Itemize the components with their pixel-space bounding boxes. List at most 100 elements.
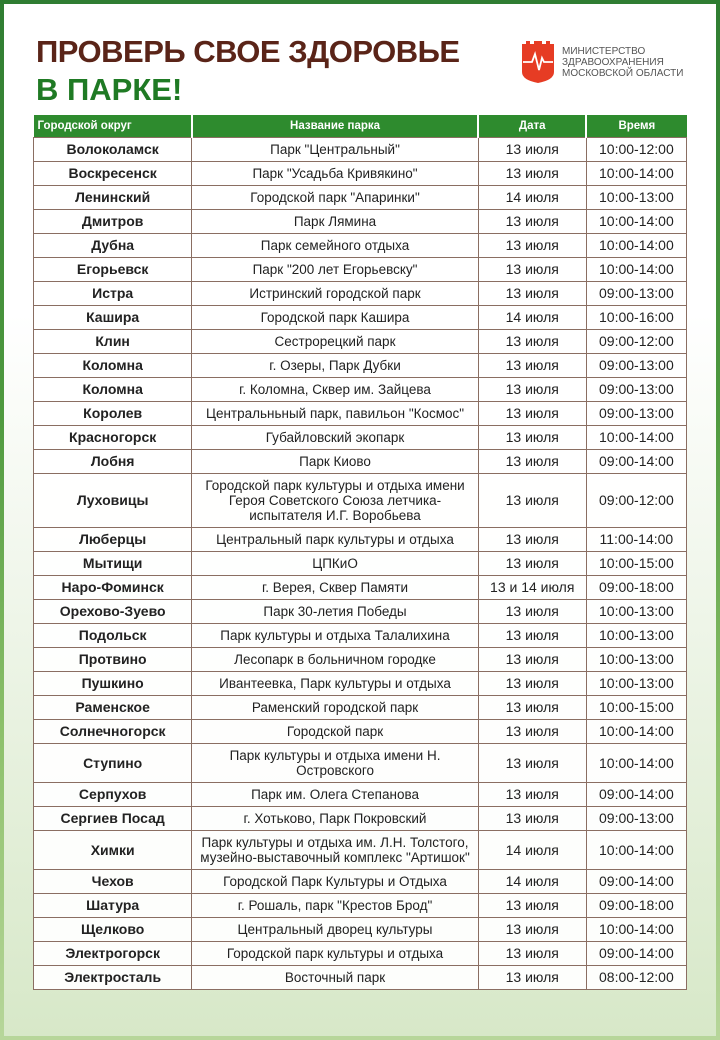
table-row: Коломна г. Озеры, Парк Дубки 13 июля 09:00-… xyxy=(32,353,688,378)
date-cell: 13 июля xyxy=(477,449,587,474)
time-cell: 09:00-13:00 xyxy=(585,806,688,831)
district-cell: Волоколамск xyxy=(32,137,193,162)
date-cell: 13 июля xyxy=(477,527,587,552)
table-row: Клин Сестрорецкий парк 13 июля 09:00-12:00 xyxy=(32,329,688,354)
table-row: Щелково Центральный дворец культуры 13 июл… xyxy=(32,917,688,942)
district-cell: Коломна xyxy=(32,353,193,378)
table-row: Подольск Парк культуры и отдыха Талалихин… xyxy=(32,623,688,648)
district-cell: Дмитров xyxy=(32,209,193,234)
district-cell: Королев xyxy=(32,401,193,426)
header-date: Дата xyxy=(478,115,588,138)
district-cell: Истра xyxy=(32,281,193,306)
time-cell: 10:00-13:00 xyxy=(585,647,688,672)
park-cell: Парк Киово xyxy=(191,449,479,474)
park-cell: Парк "Центральный" xyxy=(191,137,479,162)
park-cell: Парк Лямина xyxy=(191,209,479,234)
title-line-2: В ПАРКЕ! xyxy=(36,72,183,107)
time-cell: 10:00-16:00 xyxy=(585,305,688,330)
park-cell: Парк 30-летия Победы xyxy=(191,599,479,624)
table-row: Лобня Парк Киово 13 июля 09:00-14:00 xyxy=(32,449,688,474)
park-cell: Ивантеевка, Парк культуры и отдыха xyxy=(191,671,479,696)
district-cell: Серпухов xyxy=(32,782,193,807)
park-cell: Городской парк "Апаринки" xyxy=(191,185,479,210)
time-cell: 10:00-14:00 xyxy=(585,830,688,870)
park-cell: Центральный дворец культуры xyxy=(191,917,479,942)
district-cell: Воскресенск xyxy=(32,161,193,186)
date-cell: 13 июля xyxy=(477,695,587,720)
title-line-1: ПРОВЕРЬ СВОЕ ЗДОРОВЬЕ xyxy=(36,34,460,69)
time-cell: 09:00-12:00 xyxy=(585,329,688,354)
time-cell: 10:00-14:00 xyxy=(585,743,688,783)
district-cell: Пушкино xyxy=(32,671,193,696)
table-header-row: Городской округ Название парка Дата Врем… xyxy=(33,115,687,138)
date-cell: 13 и 14 июля xyxy=(477,575,587,600)
district-cell: Орехово-Зуево xyxy=(32,599,193,624)
district-cell: Химки xyxy=(32,830,193,870)
time-cell: 09:00-14:00 xyxy=(585,941,688,966)
table-row: Егорьевск Парк "200 лет Егорьевску" 13 июл… xyxy=(32,257,688,282)
table-row: Пушкино Ивантеевка, Парк культуры и отдых… xyxy=(32,671,688,696)
table-row: Воскресенск Парк "Усадьба Кривякино" 13 ию… xyxy=(32,161,688,186)
date-cell: 13 июля xyxy=(477,137,587,162)
date-cell: 13 июля xyxy=(477,329,587,354)
time-cell: 08:00-12:00 xyxy=(585,965,688,990)
district-cell: Коломна xyxy=(32,377,193,402)
table-row: Дубна Парк семейного отдыха 13 июля 10:00-1… xyxy=(32,233,688,258)
park-cell: Восточный парк xyxy=(191,965,479,990)
district-cell: Луховицы xyxy=(32,473,193,528)
table-row: Ленинский Городской парк "Апаринки" 14 июл… xyxy=(32,185,688,210)
table-row: Луховицы Городской парк культуры и отдыха… xyxy=(32,473,688,528)
table-row: Ступино Парк культуры и отдыха имени Н. О… xyxy=(32,743,688,783)
table-row: Красногорск Губайловский экопарк 13 июля 10… xyxy=(32,425,688,450)
table-row: Истра Истринский городской парк 13 июля 09:… xyxy=(32,281,688,306)
date-cell: 13 июля xyxy=(477,719,587,744)
district-cell: Кашира xyxy=(32,305,193,330)
park-cell: г. Верея, Сквер Памяти xyxy=(191,575,479,600)
park-cell: Городской парк культуры и отдыха имени Г… xyxy=(191,473,479,528)
date-cell: 14 июля xyxy=(477,185,587,210)
date-cell: 13 июля xyxy=(477,893,587,918)
park-cell: Сестрорецкий парк xyxy=(191,329,479,354)
date-cell: 13 июля xyxy=(477,599,587,624)
date-cell: 13 июля xyxy=(477,917,587,942)
table-row: Наро-Фоминск г. Верея, Сквер Памяти 13 и 1… xyxy=(32,575,688,600)
date-cell: 13 июля xyxy=(477,401,587,426)
district-cell: Люберцы xyxy=(32,527,193,552)
date-cell: 14 июля xyxy=(477,305,587,330)
park-cell: Парк культуры и отдыха имени Н. Островск… xyxy=(191,743,479,783)
park-cell: Парк "200 лет Егорьевску" xyxy=(191,257,479,282)
district-cell: Егорьевск xyxy=(32,257,193,282)
date-cell: 13 июля xyxy=(477,377,587,402)
time-cell: 09:00-12:00 xyxy=(585,473,688,528)
date-cell: 13 июля xyxy=(477,353,587,378)
park-cell: Городской парк Кашира xyxy=(191,305,479,330)
park-cell: Истринский городской парк xyxy=(191,281,479,306)
park-cell: Центральный парк культуры и отдыха xyxy=(191,527,479,552)
time-cell: 09:00-14:00 xyxy=(585,869,688,894)
table-row: Протвино Лесопарк в больничном городке 13 … xyxy=(32,647,688,672)
district-cell: Ленинский xyxy=(32,185,193,210)
time-cell: 09:00-14:00 xyxy=(585,449,688,474)
time-cell: 10:00-13:00 xyxy=(585,671,688,696)
time-cell: 09:00-18:00 xyxy=(585,893,688,918)
logo-text-3: МОСКОВСКОЙ ОБЛАСТИ xyxy=(562,67,684,79)
date-cell: 14 июля xyxy=(477,830,587,870)
date-cell: 13 июля xyxy=(477,806,587,831)
table-row: Электросталь Восточный парк 13 июля 08:00-1… xyxy=(32,965,688,990)
table-row: Кашира Городской парк Кашира 14 июля 10:00-… xyxy=(32,305,688,330)
date-cell: 13 июля xyxy=(477,782,587,807)
time-cell: 10:00-14:00 xyxy=(585,209,688,234)
time-cell: 10:00-14:00 xyxy=(585,161,688,186)
park-cell: г. Хотьково, Парк Покровский xyxy=(191,806,479,831)
table-row: Мытищи ЦПКиО 13 июля 10:00-15:00 xyxy=(32,551,688,576)
district-cell: Лобня xyxy=(32,449,193,474)
park-cell: Центральньный парк, павильон "Космос" xyxy=(191,401,479,426)
park-cell: г. Озеры, Парк Дубки xyxy=(191,353,479,378)
date-cell: 13 июля xyxy=(477,623,587,648)
table-row: Орехово-Зуево Парк 30-летия Победы 13 июля… xyxy=(32,599,688,624)
logo-text-2: ЗДРАВООХРАНЕНИЯ xyxy=(562,56,664,68)
date-cell: 13 июля xyxy=(477,743,587,783)
park-cell: Парк "Усадьба Кривякино" xyxy=(191,161,479,186)
time-cell: 10:00-13:00 xyxy=(585,623,688,648)
park-cell: Городской Парк Культуры и Отдыха xyxy=(191,869,479,894)
